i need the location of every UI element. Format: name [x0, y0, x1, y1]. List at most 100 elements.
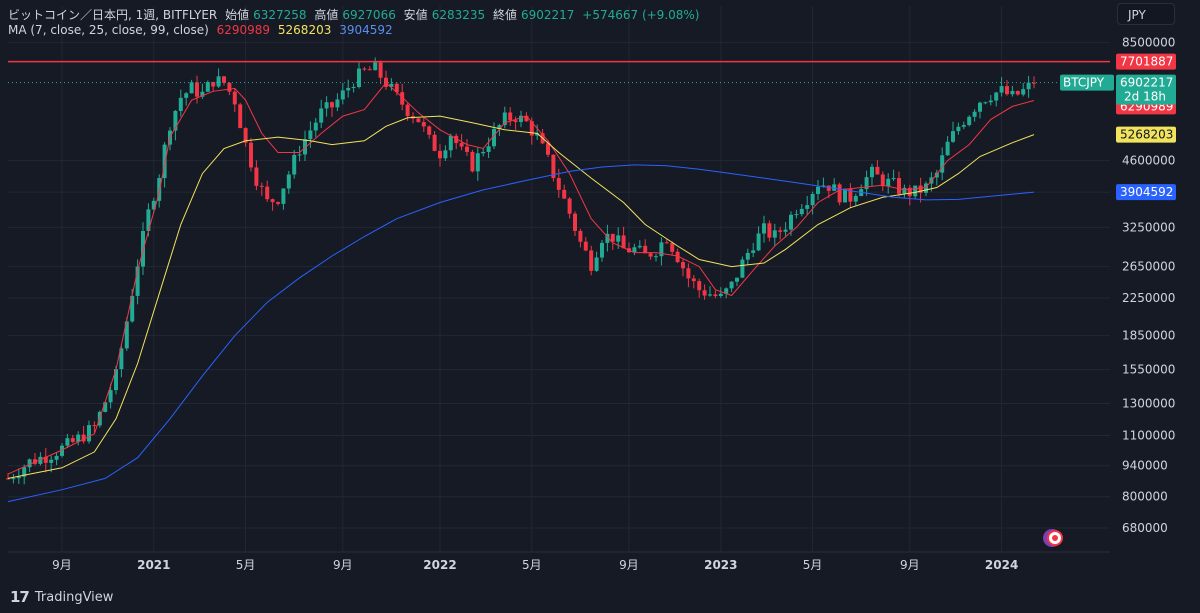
candle-body	[308, 130, 313, 140]
x-tick-label: 2024	[985, 558, 1018, 572]
candle-body	[772, 230, 777, 238]
candle-body	[87, 425, 91, 442]
candle-body	[762, 223, 766, 234]
x-tick-label: 9月	[333, 558, 353, 572]
currency-button[interactable]: JPY	[1117, 3, 1175, 25]
candle-body	[70, 438, 75, 442]
candle-body	[519, 115, 523, 122]
candle-body	[114, 369, 118, 391]
candle-body	[924, 183, 928, 193]
candle-body	[810, 193, 815, 206]
candle-body	[794, 214, 799, 216]
symbol-title: ビットコイン／日本円, 1週, BITFLYER	[8, 8, 218, 22]
candle-body	[60, 445, 64, 456]
candle-body	[130, 295, 135, 322]
candle-body	[513, 120, 518, 122]
candle-body	[432, 134, 437, 151]
candle-body	[216, 76, 221, 87]
candle-body	[972, 111, 977, 117]
brand-name: TradingView	[34, 589, 114, 605]
tradingview-icon: 17	[10, 588, 30, 606]
candle-body	[465, 146, 469, 152]
ma25-badge-bg	[1116, 126, 1176, 143]
candle-body	[913, 185, 918, 197]
open-value: 6327258	[253, 8, 307, 22]
candle-body	[227, 82, 232, 92]
candle-body	[767, 223, 772, 238]
candle-body	[189, 82, 194, 94]
candle-body	[11, 478, 16, 480]
candle-body	[724, 288, 729, 294]
x-tick-label: 5月	[803, 558, 823, 572]
candle-body	[76, 434, 81, 442]
candle-body	[805, 205, 810, 209]
candle-body	[270, 199, 275, 203]
candle-body	[675, 251, 680, 263]
candle-body	[357, 68, 361, 87]
candle-body	[108, 390, 113, 403]
candle-body	[324, 102, 329, 109]
candle-body	[303, 139, 307, 155]
candle-body	[38, 456, 43, 464]
candle-body	[362, 68, 367, 70]
candle-body	[1021, 89, 1026, 95]
candle-body	[535, 133, 540, 136]
candle-body	[999, 86, 1004, 93]
candle-body	[621, 235, 626, 249]
candle-body	[146, 209, 151, 232]
ma-legend: MA (7, close, 25, close, 99, close) 6290…	[8, 23, 397, 37]
candle-body	[897, 178, 901, 194]
candle-body	[556, 178, 561, 190]
candle-body	[43, 456, 48, 463]
x-tick-label: 9月	[900, 558, 920, 572]
candle-body	[551, 154, 556, 179]
candle-body	[718, 293, 723, 296]
candle-body	[886, 178, 891, 187]
candle-body	[659, 242, 664, 257]
y-tick-label: 4600000	[1122, 154, 1175, 168]
candle-body	[243, 128, 248, 143]
candle-body	[702, 290, 707, 296]
candle-body	[135, 266, 140, 296]
candle-body	[546, 143, 550, 155]
x-tick-label: 2021	[137, 558, 170, 572]
candle-body	[157, 178, 162, 201]
candle-body	[681, 262, 685, 269]
y-tick-label: 2650000	[1122, 260, 1175, 274]
low-label: 安値	[403, 8, 428, 22]
x-tick-label: 5月	[236, 558, 256, 572]
candle-body	[232, 91, 237, 105]
candle-body	[459, 143, 464, 147]
candle-body	[27, 459, 32, 468]
candle-body	[994, 92, 999, 101]
candle-body	[286, 174, 291, 189]
candle-body	[351, 86, 356, 88]
ma25-value: 5268203	[277, 23, 332, 37]
candle-body	[880, 174, 885, 187]
candle-body	[594, 257, 599, 271]
candle-body	[637, 245, 642, 248]
candle-body	[832, 184, 837, 191]
candle-body	[983, 102, 988, 104]
candle-body	[578, 230, 583, 242]
y-tick-label: 1850000	[1122, 329, 1175, 343]
candle-body	[259, 185, 264, 187]
candle-body	[583, 241, 588, 251]
candle-body	[945, 141, 950, 156]
candle-body	[330, 102, 334, 108]
candle-body	[141, 231, 145, 267]
candle-body	[573, 213, 577, 231]
candle-body	[778, 230, 783, 232]
candle-body	[319, 108, 324, 123]
candle-body	[200, 91, 205, 97]
candle-body	[65, 438, 70, 446]
candle-body	[713, 294, 718, 296]
y-tick-label: 3250000	[1122, 220, 1175, 234]
candle-body	[1010, 90, 1015, 95]
tradingview-logo[interactable]: 17 TradingView	[10, 588, 113, 606]
candle-body	[448, 135, 453, 151]
candle-body	[826, 185, 831, 191]
candle-body	[475, 153, 480, 172]
candle-body	[740, 259, 745, 278]
